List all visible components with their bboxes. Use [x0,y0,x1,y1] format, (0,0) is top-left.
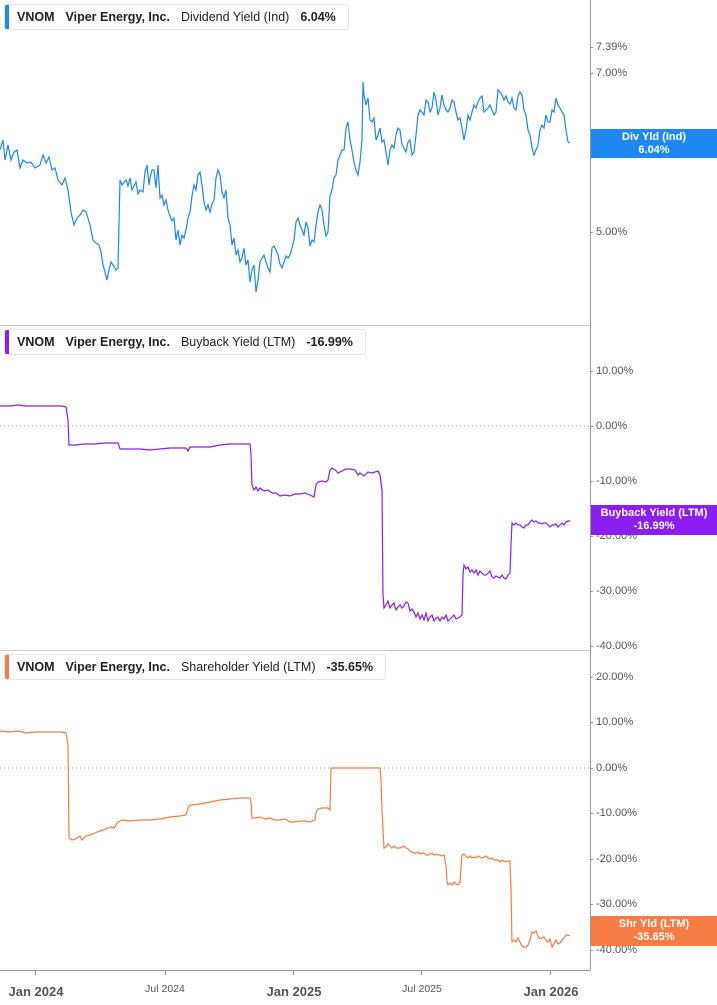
series-color-swatch [5,655,9,679]
metric-value: -35.65% [326,660,374,674]
x-tick-mark [35,970,36,975]
metric-value: 6.04% [300,10,336,24]
shareholder-yield-legend: VNOM Viper Energy, Inc. Shareholder Yiel… [4,654,387,680]
x-tick-mark [165,970,166,975]
y-tick-mark [590,371,593,372]
y-tick-mark [590,481,593,482]
company-label: Viper Energy, Inc. [65,660,170,674]
y-tick-mark [590,813,593,814]
y-tick-mark [590,904,593,905]
dividend-yield-plot [0,81,571,293]
y-tick-label: -40.00% [596,944,637,956]
y-tick-mark [590,73,593,74]
buyback-yield-panel: VNOM Viper Energy, Inc. Buyback Yield (L… [0,325,717,652]
x-tick-mark [421,970,422,975]
y-tick-label: -40.00% [596,640,637,652]
flag-value: 6.04% [638,143,670,156]
flag-label: Buyback Yield (LTM) [600,507,708,519]
y-tick-mark [590,859,593,860]
panel-separator [0,650,590,651]
y-tick-mark [590,646,593,647]
y-tick-mark [590,232,593,233]
ticker-label: VNOM [17,335,55,349]
panel-separator [0,325,590,326]
metric-label: Dividend Yield (Ind) [180,10,290,24]
buyback-yield-line [0,404,570,623]
y-tick-label: 10.00% [596,716,634,728]
y-tick-mark [590,950,593,951]
ticker-label: VNOM [17,660,55,674]
company-label: Viper Energy, Inc. [65,335,170,349]
y-tick-label: -30.00% [596,585,637,597]
shareholder-yield-plot [0,730,590,949]
shareholder-yield-value-flag: Shr Yld (LTM) -35.65% [591,916,717,946]
dividend-yield-panel: VNOM Viper Energy, Inc. Dividend Yield (… [0,0,717,325]
y-tick-label: 10.00% [596,365,634,377]
y-tick-mark [590,47,593,48]
y-tick-label: -20.00% [596,853,637,865]
metric-label: Buyback Yield (LTM) [180,335,296,349]
y-tick-label: -10.00% [596,475,637,487]
y-axis-line [590,0,591,325]
company-label: Viper Energy, Inc. [65,10,170,24]
y-axis-line [590,650,591,970]
buyback-yield-plot [0,404,590,623]
flag-label: Div Yld (Ind) [622,130,686,143]
dividend-yield-line [0,81,571,293]
buyback-yield-value-flag: Buyback Yield (LTM) -16.99% [591,505,717,535]
y-tick-mark [590,591,593,592]
x-tick-label: Jul 2025 [402,983,442,995]
x-tick-mark [293,970,294,975]
y-tick-mark [590,426,593,427]
series-color-swatch [5,5,9,29]
y-tick-mark [590,536,593,537]
flag-label: Shr Yld (LTM) [618,918,690,930]
x-tick-label: Jul 2024 [145,983,185,995]
y-tick-label: 20.00% [596,671,634,683]
shareholder-yield-line [0,730,571,949]
y-tick-label: -10.00% [596,807,637,819]
buyback-yield-legend: VNOM Viper Energy, Inc. Buyback Yield (L… [4,329,366,355]
x-tick-label: Jan 2026 [523,984,579,999]
shareholder-yield-panel: VNOM Viper Energy, Inc. Shareholder Yiel… [0,650,717,970]
metric-label: Shareholder Yield (LTM) [180,660,316,674]
x-axis-line [0,970,590,971]
y-tick-mark [590,768,593,769]
y-tick-label: 7.39% [596,41,628,53]
metric-value: -16.99% [306,335,353,349]
y-tick-label: 7.00% [596,67,628,79]
y-tick-label: -30.00% [596,898,637,910]
y-tick-label: 5.00% [596,226,628,238]
ticker-label: VNOM [17,10,55,24]
dividend-yield-value-flag: Div Yld (Ind) 6.04% [591,129,717,158]
series-color-swatch [5,330,9,354]
y-tick-label: 0.00% [596,762,628,774]
y-tick-mark [590,722,593,723]
flag-value: -35.65% [633,931,675,943]
dividend-yield-legend: VNOM Viper Energy, Inc. Dividend Yield (… [4,4,349,30]
y-tick-mark [590,677,593,678]
x-tick-mark [550,970,551,975]
y-axis-line [590,325,591,650]
y-tick-label: 0.00% [596,420,628,432]
x-tick-label: Jan 2024 [8,984,64,999]
x-tick-label: Jan 2025 [266,984,322,999]
flag-value: -16.99% [633,520,675,532]
